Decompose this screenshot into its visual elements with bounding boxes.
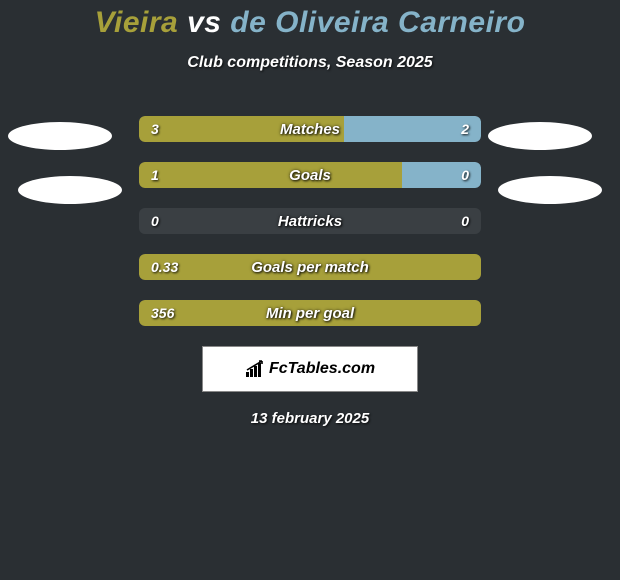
stat-label: Hattricks — [139, 208, 481, 234]
bar-fill-left — [139, 254, 481, 280]
logo-text: FcTables.com — [269, 360, 375, 378]
player1-name: Vieira — [95, 6, 179, 39]
stat-value-left: 1 — [151, 162, 159, 188]
stat-value-right: 0 — [461, 208, 469, 234]
bar-fill-left — [139, 116, 344, 142]
decorative-ellipse — [498, 176, 602, 204]
stat-value-left: 3 — [151, 116, 159, 142]
stat-row: 32Matches — [139, 116, 481, 142]
bar-fill-right — [402, 162, 481, 188]
subtitle: Club competitions, Season 2025 — [0, 54, 620, 72]
stat-row: 356Min per goal — [139, 300, 481, 326]
page-title: Vieira vs de Oliveira Carneiro — [0, 6, 620, 40]
stat-row: 0.33Goals per match — [139, 254, 481, 280]
bar-fill-left — [139, 300, 481, 326]
stat-value-right: 2 — [461, 116, 469, 142]
stat-value-left: 0 — [151, 208, 159, 234]
decorative-ellipse — [18, 176, 122, 204]
stat-row: 10Goals — [139, 162, 481, 188]
comparison-card: Vieira vs de Oliveira Carneiro Club comp… — [0, 0, 620, 427]
stat-value-left: 356 — [151, 300, 174, 326]
fctables-logo[interactable]: FcTables.com — [202, 346, 418, 392]
stat-row: 0 0Hattricks — [139, 208, 481, 234]
decorative-ellipse — [8, 122, 112, 150]
stat-value-left: 0.33 — [151, 254, 178, 280]
vs-text: vs — [187, 6, 221, 39]
bar-chart-arrow-icon — [245, 360, 265, 378]
decorative-ellipse — [488, 122, 592, 150]
date-text: 13 february 2025 — [0, 410, 620, 427]
stat-value-right: 0 — [461, 162, 469, 188]
stat-bars: 32Matches10Goals00Hattricks0.33Goals per… — [139, 116, 481, 326]
player2-name: de Oliveira Carneiro — [230, 6, 525, 39]
bar-fill-left — [139, 162, 402, 188]
